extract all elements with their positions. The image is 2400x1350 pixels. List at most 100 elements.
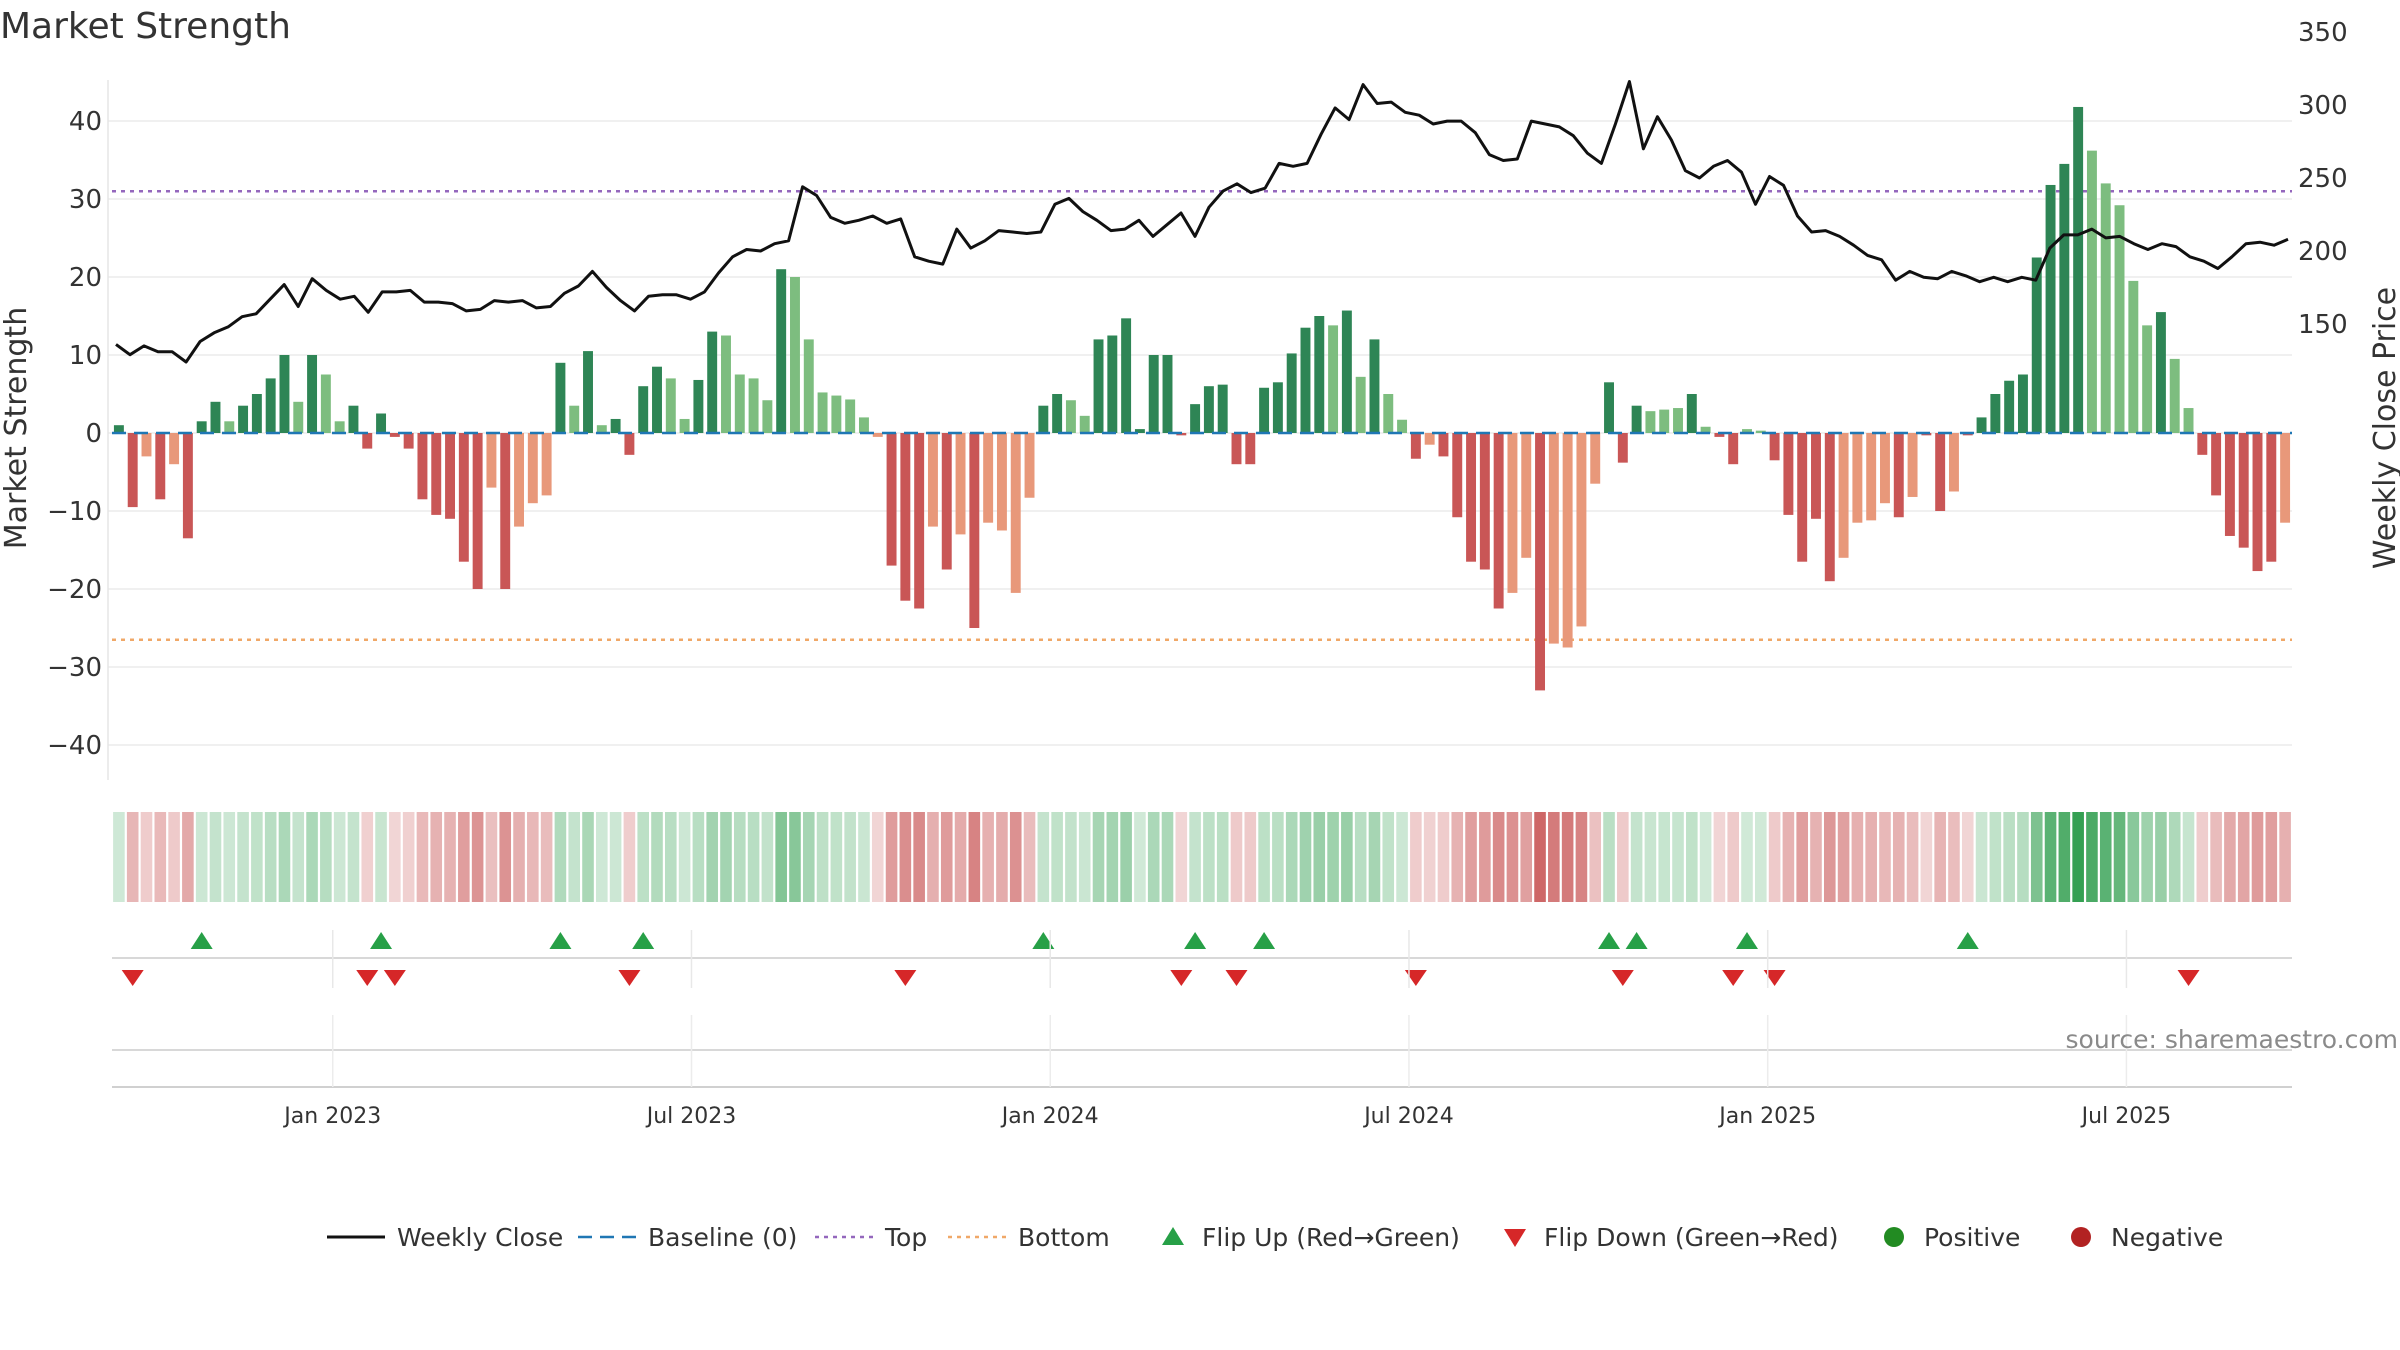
- heat-cell: [430, 812, 443, 902]
- strength-bar: [610, 418, 621, 433]
- heat-cell: [2237, 812, 2250, 902]
- heat-cell: [596, 812, 608, 902]
- heat-cell: [1023, 812, 1036, 902]
- heat-cell: [2127, 812, 2140, 902]
- strength-bar: [1355, 376, 1366, 433]
- heat-cell: [982, 812, 994, 902]
- heat-cell: [554, 812, 567, 902]
- heat-cell: [1644, 812, 1657, 902]
- heat-cell: [182, 812, 194, 902]
- heat-cell: [1699, 812, 1712, 902]
- y-tick-label-left: −30: [47, 653, 102, 683]
- chart-title: Market Strength: [0, 6, 291, 47]
- flip-down-marker: [1611, 970, 1634, 986]
- strength-bar: [1769, 433, 1780, 461]
- strength-bar: [1700, 426, 1711, 433]
- heat-cell: [1051, 812, 1063, 902]
- heat-cell: [733, 812, 746, 902]
- heat-cell: [237, 812, 249, 902]
- y-tick-label-left: 10: [69, 341, 102, 371]
- heat-cell: [913, 812, 925, 902]
- strength-bar: [1203, 386, 1214, 433]
- strength-bar: [2073, 106, 2084, 434]
- heat-cell: [1989, 812, 2002, 902]
- strength-bar: [817, 392, 828, 433]
- heat-cell: [1617, 812, 1629, 902]
- heat-cell: [720, 812, 732, 902]
- strength-bar: [776, 269, 787, 433]
- heat-cell: [1741, 812, 1753, 902]
- heat-cell: [1203, 812, 1215, 902]
- heat-cell: [1548, 812, 1560, 902]
- heat-cell: [899, 812, 912, 902]
- heat-cell: [1423, 812, 1436, 902]
- heat-cell: [2168, 812, 2181, 902]
- heat-cell: [1906, 812, 1919, 902]
- flip-down-marker: [894, 970, 917, 986]
- strength-bar: [1590, 433, 1601, 484]
- strength-bar: [858, 417, 869, 433]
- flip-up-marker: [1598, 932, 1621, 949]
- strength-bar: [2004, 380, 2015, 433]
- strength-bar: [1493, 433, 1504, 609]
- legend-label: Positive: [1924, 1223, 2020, 1252]
- heat-cell: [871, 812, 884, 902]
- strength-bar: [790, 277, 800, 433]
- strength-bar: [914, 433, 925, 609]
- heat-cell: [665, 812, 677, 902]
- strength-bar: [1604, 382, 1614, 433]
- strength-bar: [1065, 400, 1076, 433]
- heat-cell: [2196, 812, 2209, 902]
- heat-cell: [1630, 812, 1643, 902]
- flip-up-marker: [1032, 932, 1055, 949]
- strength-bar: [2197, 433, 2208, 455]
- heat-cell: [361, 812, 374, 902]
- strength-bar: [596, 425, 607, 433]
- heat-cell: [692, 812, 705, 902]
- heat-cell: [1892, 812, 1905, 902]
- heat-cell: [2155, 812, 2167, 902]
- strength-bar: [127, 433, 138, 508]
- heat-cell: [2224, 812, 2236, 902]
- heat-cell: [968, 812, 981, 902]
- strength-bar: [1341, 310, 1352, 433]
- heat-cell: [2113, 812, 2126, 902]
- flip-up-marker: [549, 932, 572, 949]
- strength-bar: [803, 339, 814, 433]
- legend-swatch-triangle-up: [1162, 1227, 1184, 1245]
- heat-cell: [927, 812, 939, 902]
- strength-bar: [1314, 316, 1325, 433]
- heat-cell: [1520, 812, 1533, 902]
- y-axis-right-label: Weekly Close Price: [2368, 287, 2400, 569]
- strength-bar: [1259, 387, 1270, 433]
- strength-bar: [2059, 163, 2070, 433]
- y-tick-label-left: −40: [47, 731, 102, 761]
- plot-area: [112, 80, 2292, 691]
- strength-bar: [2280, 433, 2291, 523]
- strength-bar: [403, 433, 414, 449]
- y-tick-label-left: −20: [47, 575, 102, 605]
- strength-bar: [693, 379, 704, 433]
- strength-bar: [458, 433, 469, 562]
- heat-cell: [471, 812, 484, 902]
- heat-cell: [209, 812, 222, 902]
- heat-cell: [1313, 812, 1326, 902]
- strength-bar: [1272, 382, 1283, 433]
- legend-swatch-triangle-down: [1504, 1229, 1526, 1247]
- legend-label: Weekly Close: [397, 1223, 563, 1252]
- heat-cell: [140, 812, 153, 902]
- heat-cell: [1451, 812, 1464, 902]
- strength-bar: [1328, 325, 1339, 433]
- heat-cell: [1037, 812, 1050, 902]
- strength-bar: [1990, 394, 2001, 433]
- heat-cell: [540, 812, 553, 902]
- heat-cell: [1368, 812, 1381, 902]
- strength-bar: [2169, 358, 2180, 433]
- strength-bar: [762, 400, 773, 433]
- legend-label: Bottom: [1018, 1223, 1110, 1252]
- heat-cell: [651, 812, 663, 902]
- strength-bar: [1576, 433, 1587, 627]
- heat-cell: [775, 812, 787, 902]
- strength-bar: [334, 421, 345, 433]
- strength-bar: [389, 433, 400, 437]
